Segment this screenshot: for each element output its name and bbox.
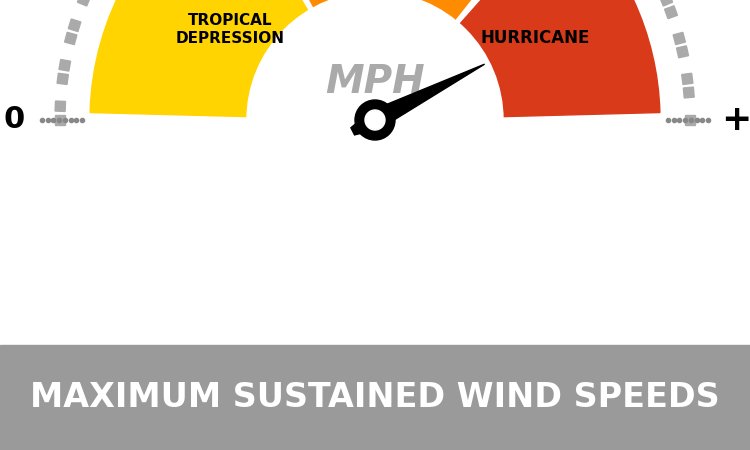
Text: MPH: MPH	[326, 63, 424, 101]
Circle shape	[355, 100, 395, 140]
Polygon shape	[55, 115, 65, 125]
Polygon shape	[674, 32, 686, 45]
Polygon shape	[68, 19, 81, 32]
Wedge shape	[460, 0, 660, 117]
Polygon shape	[659, 0, 673, 6]
Polygon shape	[676, 46, 688, 58]
Polygon shape	[64, 32, 76, 45]
Polygon shape	[59, 59, 70, 71]
Circle shape	[365, 110, 385, 130]
Bar	[0, 345, 750, 450]
Text: HURRICANE: HURRICANE	[480, 30, 590, 48]
Polygon shape	[682, 73, 693, 85]
Polygon shape	[351, 64, 484, 135]
Text: TROPICAL
DEPRESSION: TROPICAL DEPRESSION	[176, 13, 284, 46]
Text: MAXIMUM SUSTAINED WIND SPEEDS: MAXIMUM SUSTAINED WIND SPEEDS	[30, 381, 720, 414]
Wedge shape	[90, 0, 308, 117]
Polygon shape	[55, 101, 65, 112]
Polygon shape	[683, 87, 694, 98]
Polygon shape	[57, 73, 68, 85]
Polygon shape	[685, 115, 695, 125]
Text: +: +	[721, 103, 750, 137]
Polygon shape	[664, 6, 677, 18]
Wedge shape	[239, 0, 553, 20]
Polygon shape	[77, 0, 91, 6]
Text: 0: 0	[3, 105, 25, 135]
Circle shape	[247, 0, 503, 248]
